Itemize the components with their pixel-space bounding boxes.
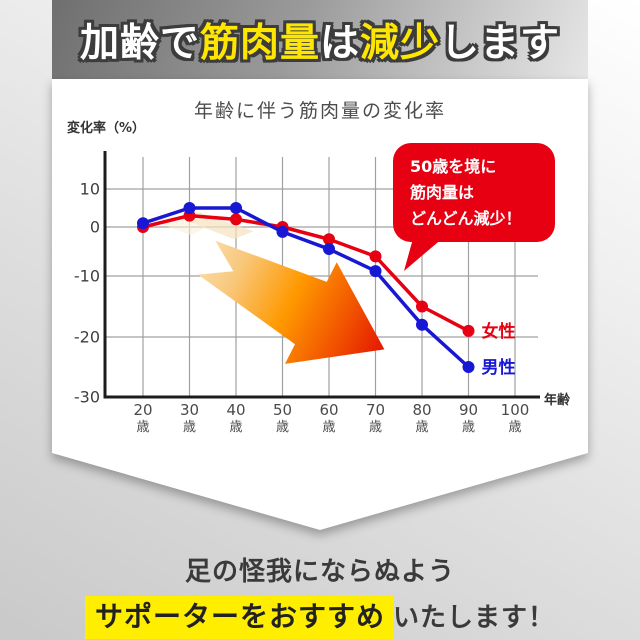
x-tick-label: 100 bbox=[501, 401, 530, 419]
arrow-streak bbox=[181, 211, 254, 240]
callout-bubble: 50歳を境に 筋肉量は どんどん減少！ bbox=[393, 143, 555, 242]
chart-panel-shadow: 年齢に伴う筋肉量の変化率 変化率（%） 10 0 -10 -20 -30 20 歳 30 歳 40… bbox=[52, 79, 588, 530]
data-point bbox=[416, 300, 428, 313]
data-point bbox=[323, 243, 335, 256]
x-tick-label: 90 bbox=[459, 401, 478, 419]
y-tick-label: 0 bbox=[90, 218, 100, 237]
x-tick-label: 60 bbox=[319, 401, 338, 419]
x-tick-unit: 歳 bbox=[508, 420, 521, 435]
data-point bbox=[230, 202, 242, 214]
footer-rest-text: いたします！ bbox=[393, 603, 556, 633]
x-tick-unit: 歳 bbox=[183, 420, 196, 435]
x-tick-unit: 歳 bbox=[369, 420, 382, 435]
series-label-male: 男性 bbox=[482, 357, 516, 378]
series-line-female bbox=[142, 213, 470, 333]
data-point bbox=[369, 250, 382, 263]
muscle-change-line-chart: 100-10-20-3020歳30歳40歳50歳60歳70歳80歳90歳100歳… bbox=[74, 151, 540, 435]
title-segment: します bbox=[440, 20, 561, 66]
x-axis-label: 年齢 bbox=[544, 393, 571, 408]
x-tick-label: 70 bbox=[366, 401, 385, 419]
x-tick-unit: 歳 bbox=[276, 420, 289, 435]
x-tick-label: 80 bbox=[412, 401, 431, 419]
page-title: 加齢で筋肉量は減少します bbox=[80, 12, 560, 68]
y-tick-label: -10 bbox=[74, 267, 100, 286]
x-tick-unit: 歳 bbox=[415, 420, 428, 435]
title-segment: 加齢で bbox=[79, 20, 200, 66]
x-tick-unit: 歳 bbox=[322, 420, 335, 435]
data-point bbox=[276, 225, 289, 238]
title-segment: は bbox=[319, 20, 360, 66]
callout-text: どんどん減少！ bbox=[410, 209, 522, 228]
title-segment-emphasis: 減少 bbox=[360, 20, 441, 66]
y-axis-label: 変化率（%） bbox=[67, 121, 146, 136]
data-point bbox=[183, 202, 196, 214]
x-tick-label: 20 bbox=[133, 401, 152, 419]
title-segment-emphasis: 筋肉量 bbox=[199, 20, 320, 66]
chart-title: 年齢に伴う筋肉量の変化率 bbox=[193, 100, 446, 122]
series-label-female: 女性 bbox=[482, 321, 516, 342]
x-tick-unit: 歳 bbox=[462, 420, 475, 435]
callout-text: 50歳を境に bbox=[410, 157, 497, 176]
callout-text: 筋肉量は bbox=[410, 183, 475, 202]
callout-tail bbox=[404, 235, 444, 271]
x-tick-unit: 歳 bbox=[136, 420, 149, 435]
series-line-male bbox=[142, 206, 470, 369]
data-point bbox=[416, 318, 428, 331]
y-tick-label: -20 bbox=[74, 328, 100, 347]
y-tick-label: -30 bbox=[74, 388, 100, 407]
footer-line2: サポーターをおすすめ いたします！ bbox=[0, 595, 640, 639]
data-point bbox=[369, 265, 382, 278]
data-point bbox=[323, 233, 335, 246]
footer-line1: 足の怪我にならぬよう bbox=[184, 557, 455, 587]
header-banner: 加齢で筋肉量は減少します bbox=[52, 0, 588, 79]
footer-highlight-text: サポーターをおすすめ bbox=[84, 596, 393, 639]
data-point bbox=[137, 217, 149, 230]
x-tick-unit: 歳 bbox=[229, 420, 242, 435]
x-tick-label: 40 bbox=[226, 401, 245, 419]
arrow-body bbox=[198, 240, 385, 364]
x-tick-label: 50 bbox=[273, 401, 292, 419]
y-tick-label: 10 bbox=[80, 180, 100, 199]
chart-panel: 年齢に伴う筋肉量の変化率 変化率（%） 10 0 -10 -20 -30 20 歳 30 歳 40… bbox=[52, 79, 588, 530]
x-tick-label: 30 bbox=[180, 401, 199, 419]
data-point bbox=[462, 324, 475, 337]
data-point bbox=[462, 361, 475, 373]
footer-message: 足の怪我にならぬよう サポーターをおすすめ いたします！ bbox=[0, 551, 640, 639]
data-point bbox=[230, 213, 242, 226]
